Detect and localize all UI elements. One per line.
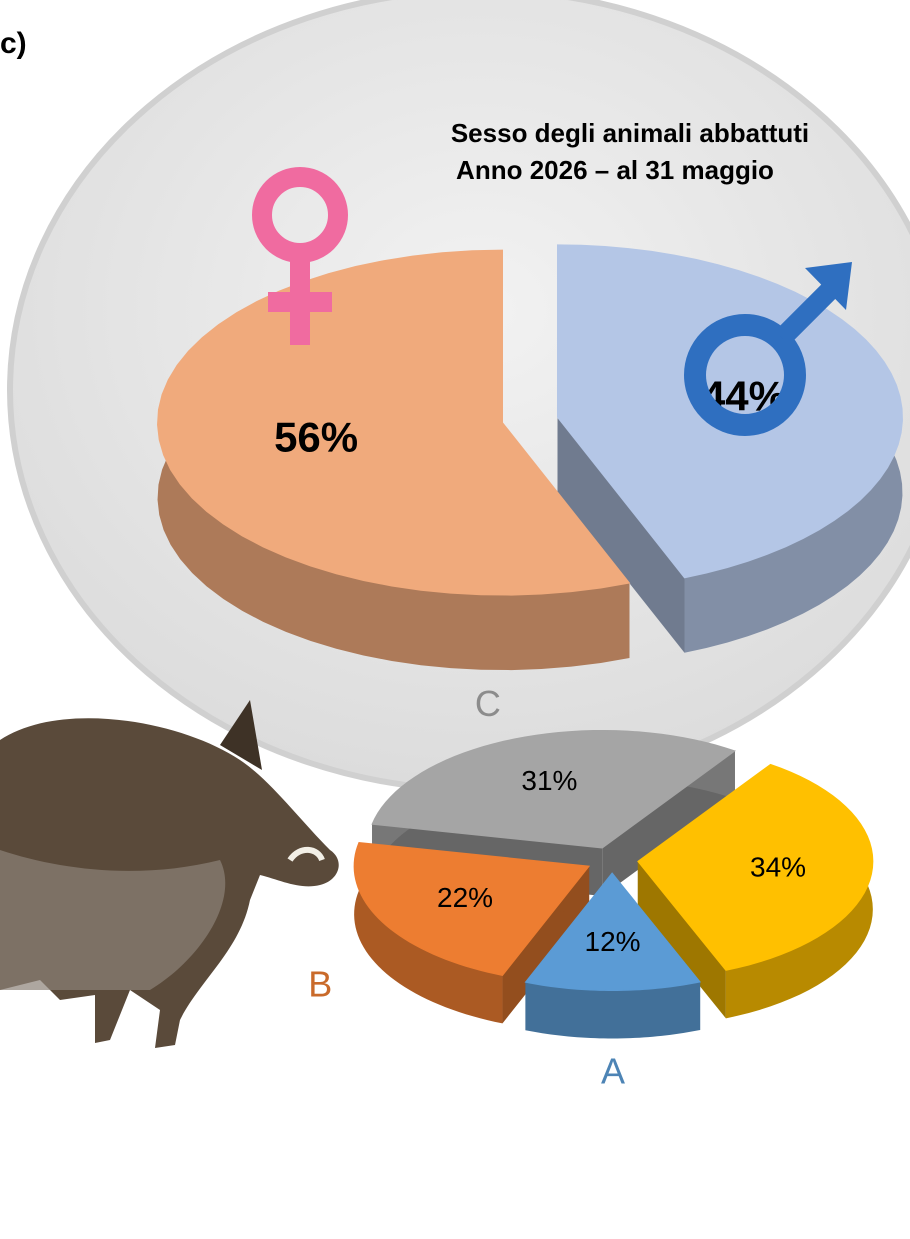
value-label: 12% [585, 926, 641, 957]
female-symbol [252, 167, 348, 345]
value-label: 56% [274, 413, 358, 460]
value-label: 22% [437, 882, 493, 913]
slice-top [637, 763, 874, 971]
pie-slice [353, 841, 591, 1024]
chart-title: Sesso degli animali abbattuti [451, 118, 809, 148]
slice-side [354, 842, 503, 1024]
pie-chart: 31%C34%D22%B12%A [308, 683, 874, 1091]
pie-slice [157, 249, 631, 671]
panel-label: c) [0, 27, 27, 60]
pie-slice [637, 763, 874, 1019]
value-label: 31% [521, 765, 577, 796]
pie-slice [524, 872, 702, 1039]
boar-illustration [0, 700, 339, 1048]
category-label: A [601, 1050, 625, 1091]
slice-top [353, 841, 591, 976]
slice-top [157, 249, 631, 596]
male-symbol [684, 262, 852, 436]
slice-top [371, 729, 736, 849]
slice-side [525, 981, 701, 1039]
slice-cut-face [637, 861, 726, 1019]
chart-subtitle: Anno 2026 – al 31 maggio [456, 155, 774, 185]
category-label: C [475, 683, 501, 724]
slice-cut-face [557, 417, 685, 653]
value-label: 34% [750, 851, 806, 882]
category-label: B [308, 963, 332, 1004]
slice-top [524, 872, 702, 991]
